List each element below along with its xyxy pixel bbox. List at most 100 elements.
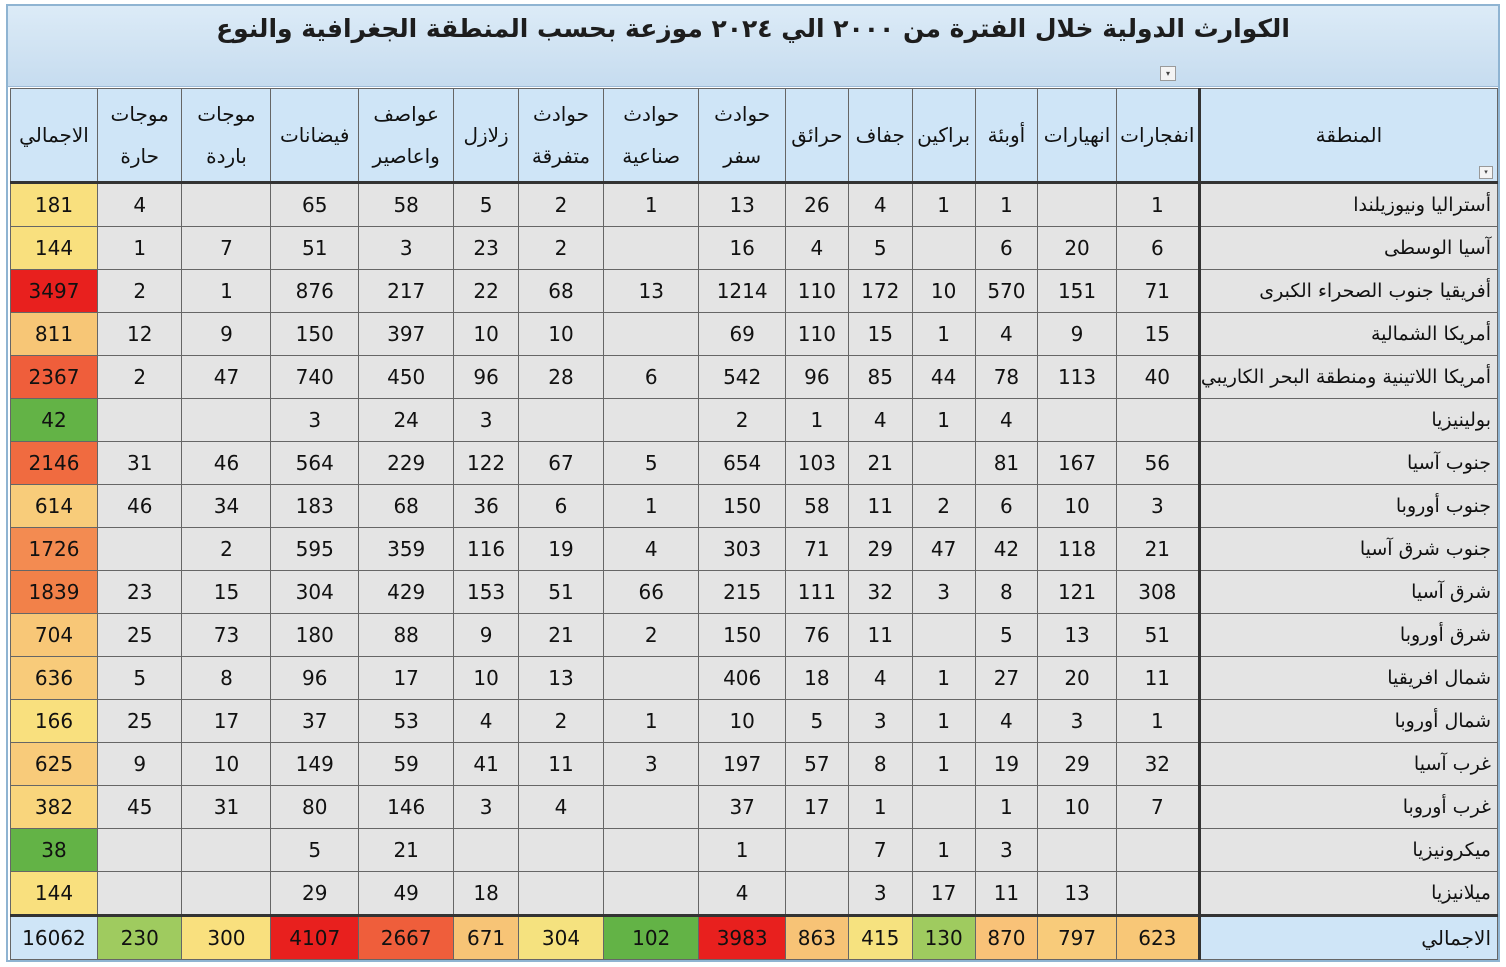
- value-cell: 81: [974, 441, 1039, 485]
- value-cell: [517, 828, 605, 872]
- value-cell: 32: [847, 570, 913, 614]
- column-total-cell: 102: [603, 914, 700, 960]
- value-cell: 76: [785, 613, 849, 657]
- value-cell: 68: [517, 269, 605, 313]
- column-header: حوادث سفر: [698, 88, 787, 184]
- value-cell: 51: [270, 226, 360, 270]
- value-cell: 36: [453, 484, 519, 528]
- value-cell: 303: [698, 527, 787, 571]
- value-cell: 9: [453, 613, 519, 657]
- value-cell: 4: [974, 312, 1039, 356]
- region-cell: أستراليا ونيوزيلندا: [1197, 182, 1499, 227]
- value-cell: 110: [785, 269, 849, 313]
- header-row: المنطقة ▾ انفجارات انهيارات أوبئة براكين جفاف ح…: [10, 88, 1499, 184]
- table-row: شرق آسيا 308 121 8 3 32 111 215 66 51 153 429 304 15 2…: [10, 570, 1499, 614]
- column-total-cell: 304: [517, 914, 605, 960]
- value-cell: 15: [847, 312, 913, 356]
- value-cell: 53: [358, 699, 455, 743]
- row-total-cell: 704: [10, 613, 98, 657]
- value-cell: 16: [698, 226, 787, 270]
- value-cell: [96, 527, 183, 571]
- value-cell: 11: [847, 484, 913, 528]
- value-cell: 7: [1115, 785, 1200, 829]
- column-header: حوادث صناعية: [603, 88, 700, 184]
- value-cell: 359: [358, 527, 455, 571]
- value-cell: 10: [698, 699, 787, 743]
- value-cell: 5: [785, 699, 849, 743]
- region-cell: شمال أوروبا: [1197, 699, 1499, 743]
- title-bar: الكوارث الدولية خلال الفترة من ٢٠٠٠ الي …: [8, 6, 1498, 87]
- region-cell: شمال افريقيا: [1197, 656, 1499, 700]
- value-cell: 15: [181, 570, 272, 614]
- value-cell: [1037, 828, 1117, 872]
- value-cell: 5: [847, 226, 913, 270]
- value-cell: 406: [698, 656, 787, 700]
- value-cell: 3: [603, 742, 700, 786]
- value-cell: 146: [358, 785, 455, 829]
- region-cell: ميكرونيزيا: [1197, 828, 1499, 872]
- value-cell: 1: [785, 398, 849, 442]
- value-cell: 3: [358, 226, 455, 270]
- column-header: زلازل: [453, 88, 519, 184]
- value-cell: 3: [847, 699, 913, 743]
- value-cell: 21: [358, 828, 455, 872]
- value-cell: 32: [1115, 742, 1200, 786]
- value-cell: 17: [911, 871, 976, 916]
- value-cell: 5: [603, 441, 700, 485]
- value-cell: 22: [453, 269, 519, 313]
- table-row: شمال افريقيا 11 20 27 1 4 18 406 13 10 17 96 8 5 636: [10, 656, 1499, 700]
- value-cell: 4: [847, 182, 913, 227]
- value-cell: 17: [358, 656, 455, 700]
- value-cell: [785, 871, 849, 916]
- value-cell: 1: [96, 226, 183, 270]
- value-cell: 26: [785, 182, 849, 227]
- value-cell: 73: [181, 613, 272, 657]
- value-cell: 197: [698, 742, 787, 786]
- value-cell: [517, 871, 605, 916]
- page-title: الكوارث الدولية خلال الفترة من ٢٠٠٠ الي …: [216, 14, 1290, 43]
- value-cell: 46: [181, 441, 272, 485]
- table-row: أفريقيا جنوب الصحراء الكبرى 71 151 570 10 172…: [10, 269, 1499, 313]
- value-cell: 1: [1115, 182, 1200, 227]
- value-cell: 57: [785, 742, 849, 786]
- region-filter-icon[interactable]: ▾: [1479, 166, 1493, 179]
- filter-dropdown-icon[interactable]: ▾: [1160, 66, 1176, 81]
- value-cell: [603, 656, 700, 700]
- value-cell: 71: [1115, 269, 1200, 313]
- value-cell: 564: [270, 441, 360, 485]
- column-total-cell: 623: [1115, 914, 1200, 960]
- value-cell: 5: [453, 182, 519, 227]
- value-cell: 37: [698, 785, 787, 829]
- value-cell: 542: [698, 355, 787, 399]
- value-cell: 65: [270, 182, 360, 227]
- grand-total-cell: 16062: [10, 914, 98, 960]
- value-cell: [181, 182, 272, 227]
- value-cell: 21: [847, 441, 913, 485]
- value-cell: 31: [181, 785, 272, 829]
- value-cell: 6: [603, 355, 700, 399]
- row-total-cell: 38: [10, 828, 98, 872]
- table-row: جنوب شرق آسيا 21 118 42 47 29 71 303 4 19 116 359 59…: [10, 527, 1499, 571]
- region-cell: غرب آسيا: [1197, 742, 1499, 786]
- column-total-cell: 130: [911, 914, 976, 960]
- value-cell: 6: [517, 484, 605, 528]
- column-total-cell: 671: [453, 914, 519, 960]
- value-cell: 3: [453, 398, 519, 442]
- value-cell: [1115, 398, 1200, 442]
- row-total-cell: 382: [10, 785, 98, 829]
- value-cell: 1: [181, 269, 272, 313]
- value-cell: 28: [517, 355, 605, 399]
- value-cell: 2: [911, 484, 976, 528]
- table-row: غرب أوروبا 7 10 1 1 17 37 4 3 146 80 31 45 382: [10, 785, 1499, 829]
- value-cell: 27: [974, 656, 1039, 700]
- value-cell: 10: [1037, 484, 1117, 528]
- value-cell: 31: [96, 441, 183, 485]
- value-cell: 23: [96, 570, 183, 614]
- disasters-table: المنطقة ▾ انفجارات انهيارات أوبئة براكين جفاف ح…: [10, 88, 1499, 960]
- value-cell: 88: [358, 613, 455, 657]
- value-cell: 47: [911, 527, 976, 571]
- row-total-cell: 181: [10, 182, 98, 227]
- value-cell: 58: [358, 182, 455, 227]
- row-total-cell: 144: [10, 226, 98, 270]
- value-cell: 9: [181, 312, 272, 356]
